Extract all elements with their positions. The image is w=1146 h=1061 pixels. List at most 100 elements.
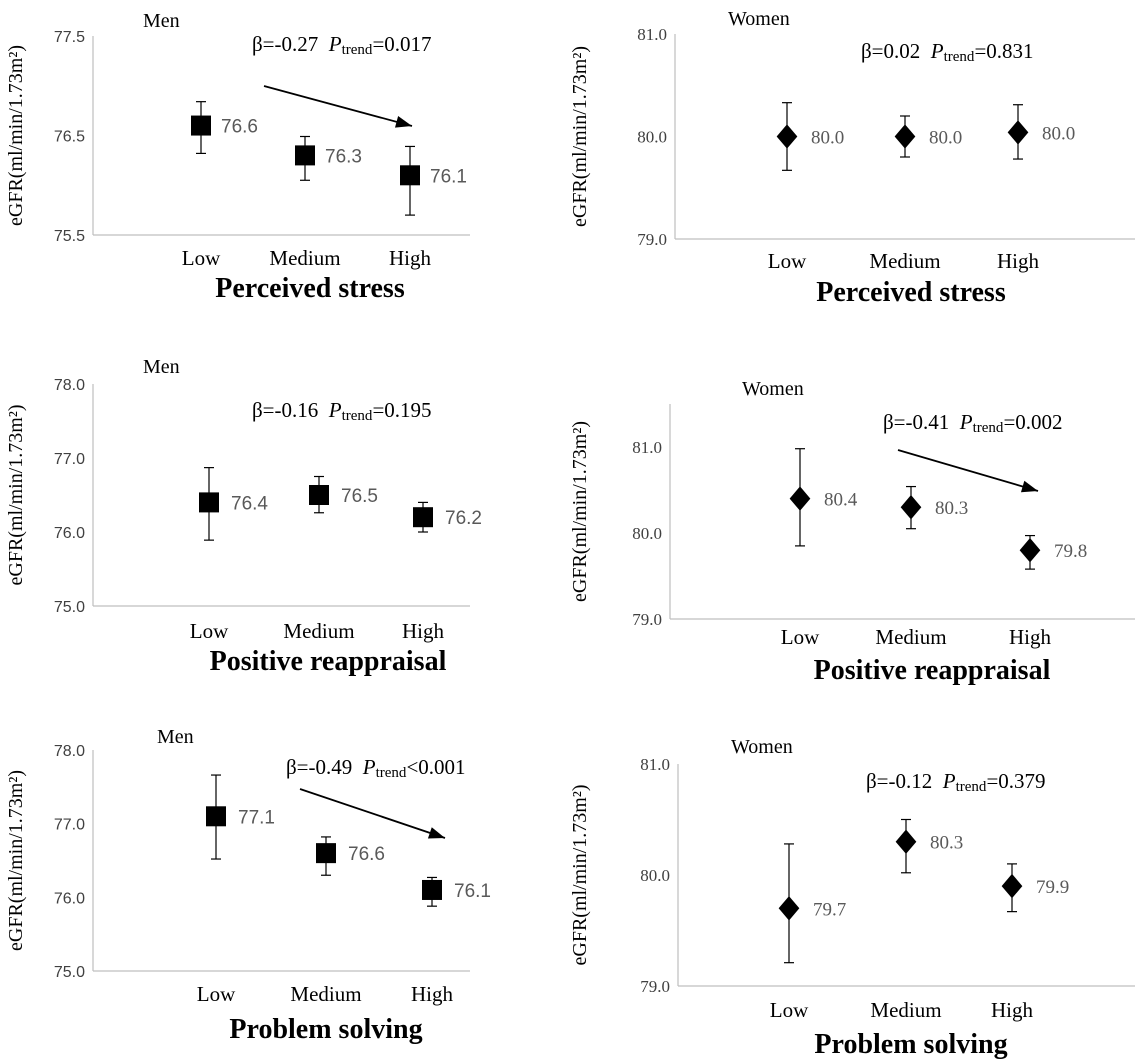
data-label-high: 80.0 xyxy=(1042,123,1075,144)
beta-value: β=-0.41 xyxy=(883,410,949,434)
data-label-high: 76.1 xyxy=(454,881,491,902)
x-tick-label-low: Low xyxy=(768,249,807,273)
x-tick-label-high: High xyxy=(1009,625,1052,649)
beta-value: β=-0.12 xyxy=(866,769,932,793)
p-value: =0.831 xyxy=(974,39,1033,63)
data-label-high: 79.8 xyxy=(1054,541,1087,562)
y-tick-label: 77.5 xyxy=(54,29,85,46)
x-tick-label-low: Low xyxy=(182,246,221,270)
data-point-medium xyxy=(295,145,315,166)
data-label-medium: 80.3 xyxy=(930,833,963,854)
data-point-medium xyxy=(316,843,336,864)
p-value: =0.017 xyxy=(372,32,431,56)
p-symbol: P xyxy=(930,39,944,63)
p-symbol: P xyxy=(942,769,956,793)
x-axis-title: Positive reappraisal xyxy=(814,655,1051,686)
x-tick-label-low: Low xyxy=(781,625,820,649)
p-subscript: trend xyxy=(342,408,373,424)
trend-statistic: β=-0.12 Ptrend=0.379 xyxy=(866,769,1046,795)
x-axis-title: Perceived stress xyxy=(215,273,405,304)
data-label-low: 79.7 xyxy=(813,899,846,920)
data-point-low xyxy=(776,124,798,149)
p-subscript: trend xyxy=(944,49,975,65)
data-label-low: 80.4 xyxy=(824,490,858,511)
trend-arrow xyxy=(263,85,413,127)
x-axis-title: Perceived stress xyxy=(816,277,1006,308)
x-tick-label-high: High xyxy=(411,982,454,1006)
p-symbol: P xyxy=(362,755,376,779)
data-label-low: 76.4 xyxy=(231,493,268,514)
group-label-women: Women xyxy=(742,378,804,400)
data-label-high: 76.1 xyxy=(430,166,467,187)
beta-value: β=0.02 xyxy=(861,39,920,63)
data-label-low: 76.6 xyxy=(221,117,258,138)
data-point-high xyxy=(1019,538,1041,563)
x-tick-label-low: Low xyxy=(190,619,229,643)
x-tick-label-medium: Medium xyxy=(875,625,946,649)
trend-statistic: β=-0.49 Ptrend<0.001 xyxy=(286,755,466,781)
y-tick-label: 75.5 xyxy=(54,228,85,245)
p-value: =0.195 xyxy=(372,398,431,422)
data-label-medium: 76.3 xyxy=(325,146,362,167)
chart-svg-women-positive-reappraisal: 79.0 80.0 81.0 eGFR(ml/min/1.73m²) Low Medium… xyxy=(569,378,1135,686)
data-point-low xyxy=(191,115,211,136)
chart-panel-women-problem-solving: 79.0 80.0 81.0 eGFR(ml/min/1.73m²) Low Medium… xyxy=(560,733,1146,1061)
p-symbol: P xyxy=(328,32,342,56)
p-subscript: trend xyxy=(376,765,407,781)
p-subscript: trend xyxy=(973,420,1004,436)
chart-svg-men-problem-solving: 75.0 76.0 77.0 78.0 eGFR(ml/min/1.73m²) Low Me… xyxy=(5,726,491,1045)
chart-svg-women-problem-solving: 79.0 80.0 81.0 eGFR(ml/min/1.73m²) Low Medium… xyxy=(569,736,1135,1060)
chart-panel-men-problem-solving: 75.0 76.0 77.0 78.0 eGFR(ml/min/1.73m²) Low Me… xyxy=(0,720,491,1050)
trend-statistic: β=-0.27 Ptrend=0.017 xyxy=(252,32,432,58)
y-axis-title: eGFR(ml/min/1.73m²) xyxy=(5,770,27,951)
data-point-high xyxy=(1001,873,1023,899)
x-tick-label-medium: Medium xyxy=(869,249,940,273)
y-tick-label: 76.0 xyxy=(54,890,85,907)
y-tick-label: 79.0 xyxy=(640,977,670,996)
group-label-women: Women xyxy=(728,8,790,30)
x-tick-label-high: High xyxy=(389,246,432,270)
trend-arrow-head xyxy=(394,116,412,128)
x-axis-title: Problem solving xyxy=(229,1014,422,1045)
trend-arrow-head xyxy=(427,827,445,839)
group-label-men: Men xyxy=(143,10,180,32)
group-label-women: Women xyxy=(731,736,793,758)
x-tick-label-medium: Medium xyxy=(870,998,941,1022)
y-tick-label: 76.0 xyxy=(54,525,85,542)
chart-svg-men-positive-reappraisal: 75.0 76.0 77.0 78.0 eGFR(ml/min/1.73m²) Low Me… xyxy=(5,356,482,677)
chart-panel-men-perceived-stress: 75.5 76.5 77.5 eGFR(ml/min/1.73m²) Low Medium… xyxy=(0,0,480,305)
chart-svg-women-perceived-stress: 79.0 80.0 81.0 eGFR(ml/min/1.73m²) Low Medium… xyxy=(569,8,1135,308)
y-axis-title: eGFR(ml/min/1.73m²) xyxy=(5,45,27,226)
data-label-high: 79.9 xyxy=(1036,877,1069,898)
trend-arrow xyxy=(299,788,446,839)
y-tick-label: 77.0 xyxy=(54,817,85,834)
chart-panel-women-positive-reappraisal: 79.0 80.0 81.0 eGFR(ml/min/1.73m²) Low Medium… xyxy=(560,370,1146,700)
y-axis-title: eGFR(ml/min/1.73m²) xyxy=(569,785,591,966)
data-label-low: 80.0 xyxy=(811,128,844,149)
p-symbol: P xyxy=(959,410,973,434)
y-tick-label: 76.5 xyxy=(54,129,85,146)
p-value: <0.001 xyxy=(406,755,465,779)
x-tick-label-high: High xyxy=(402,619,445,643)
data-label-medium: 80.0 xyxy=(929,128,962,149)
y-tick-label: 78.0 xyxy=(54,743,85,760)
chart-svg-men-perceived-stress: 75.5 76.5 77.5 eGFR(ml/min/1.73m²) Low Medium… xyxy=(5,10,470,304)
data-point-medium xyxy=(894,124,916,149)
data-point-medium xyxy=(895,829,917,854)
data-label-medium: 80.3 xyxy=(935,498,968,519)
data-point-low xyxy=(199,492,219,513)
data-label-medium: 76.6 xyxy=(348,844,385,865)
data-label-medium: 76.5 xyxy=(341,486,378,507)
beta-value: β=-0.16 xyxy=(252,398,318,422)
p-value: =0.379 xyxy=(986,769,1045,793)
trend-statistic: β=-0.16 Ptrend=0.195 xyxy=(252,398,432,424)
y-tick-label: 80.0 xyxy=(637,128,667,147)
x-axis-title: Problem solving xyxy=(814,1029,1007,1060)
x-tick-label-low: Low xyxy=(197,982,236,1006)
x-tick-label-medium: Medium xyxy=(283,619,354,643)
chart-panel-men-positive-reappraisal: 75.0 76.0 77.0 78.0 eGFR(ml/min/1.73m²) Low Me… xyxy=(0,340,482,690)
trend-arrow-head xyxy=(1020,480,1038,493)
x-tick-label-medium: Medium xyxy=(269,246,340,270)
data-point-low xyxy=(206,806,226,827)
y-tick-label: 78.0 xyxy=(54,377,85,394)
